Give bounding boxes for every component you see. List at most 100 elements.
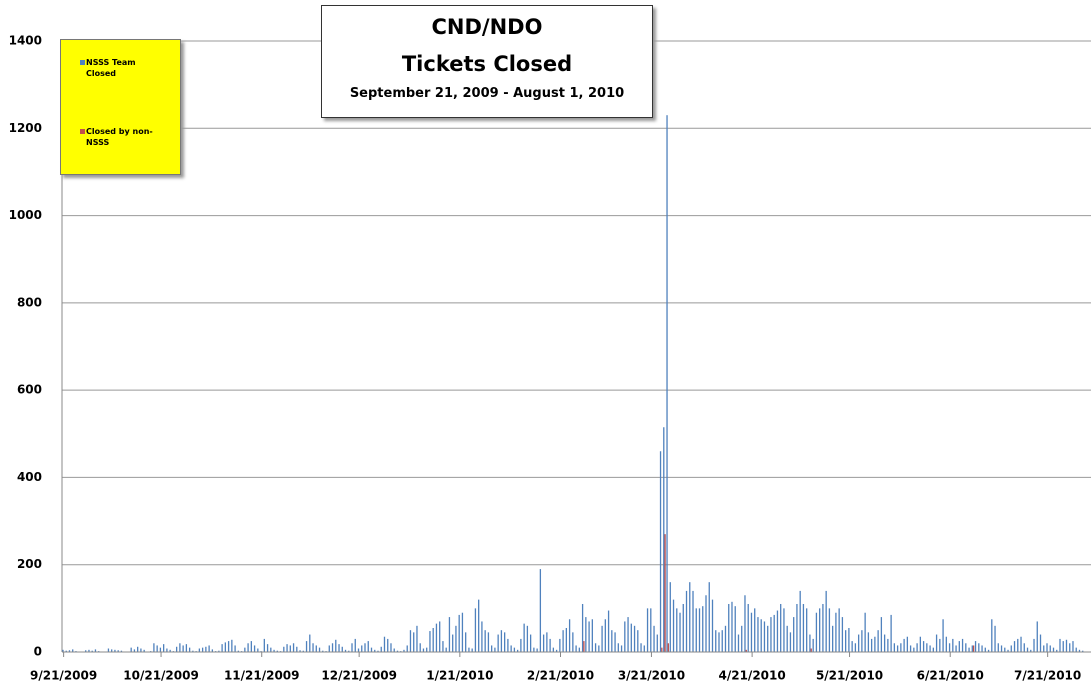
bar	[702, 606, 704, 652]
bar	[1030, 649, 1032, 652]
bar	[864, 612, 866, 652]
bar	[107, 648, 110, 652]
bar	[854, 643, 857, 652]
x-tick-label: 11/21/2009	[224, 669, 300, 683]
bar	[958, 641, 960, 652]
chart-subtitle: September 21, 2009 - August 1, 2010	[349, 86, 625, 101]
bar	[383, 636, 386, 652]
bar	[874, 636, 876, 652]
bar	[607, 610, 610, 652]
bar	[500, 630, 503, 652]
bar	[296, 646, 298, 652]
bar	[728, 603, 730, 652]
bar	[1078, 649, 1081, 652]
bar	[312, 643, 314, 652]
x-tick-label: 10/21/2009	[123, 669, 199, 683]
bar	[289, 645, 291, 652]
bar	[429, 631, 431, 652]
bar	[861, 630, 863, 652]
bar	[348, 650, 350, 652]
bar	[971, 645, 973, 652]
bar	[208, 645, 210, 652]
bar	[494, 647, 496, 652]
bar	[614, 632, 616, 652]
bar	[770, 617, 772, 652]
bar	[510, 645, 512, 652]
y-tick-label: 800	[17, 295, 42, 309]
bar	[409, 630, 412, 652]
bar	[656, 634, 658, 652]
bar	[315, 645, 317, 652]
bar	[1072, 641, 1074, 652]
bar	[666, 115, 668, 652]
bar	[1033, 638, 1035, 652]
bar	[799, 590, 801, 652]
bar	[637, 630, 639, 652]
legend-label: Closed by non-NSSS	[86, 127, 153, 147]
bar	[542, 634, 545, 652]
bar	[578, 647, 580, 652]
bar	[679, 612, 681, 652]
bar	[338, 644, 340, 652]
bar	[835, 612, 837, 652]
bar	[880, 617, 883, 652]
bar	[968, 647, 970, 652]
bar	[516, 649, 519, 652]
title-box: CND/NDO Tickets Closed September 21, 200…	[321, 5, 653, 118]
bar	[143, 649, 145, 652]
bar	[455, 625, 457, 652]
bar	[893, 643, 896, 652]
bar	[1056, 649, 1058, 652]
bar	[1049, 645, 1051, 652]
bar	[539, 569, 542, 652]
bar	[994, 625, 996, 652]
bar	[780, 603, 782, 652]
bar	[487, 632, 490, 652]
bar	[624, 621, 626, 652]
bar	[711, 599, 714, 652]
bar	[507, 638, 509, 652]
bar	[159, 647, 162, 652]
bar	[1010, 645, 1012, 652]
bar	[133, 649, 136, 652]
bar	[806, 608, 808, 652]
bar	[468, 647, 470, 652]
bar	[461, 612, 464, 652]
bar	[760, 619, 762, 652]
bar	[218, 650, 220, 652]
bar	[1075, 647, 1077, 652]
bar	[390, 643, 392, 652]
bar	[435, 623, 438, 652]
bar	[302, 650, 304, 652]
bar	[786, 625, 788, 652]
bar	[793, 617, 795, 652]
legend-swatch	[80, 60, 85, 65]
bar	[583, 641, 585, 652]
bar	[715, 630, 717, 652]
bar	[815, 612, 818, 652]
y-tick-label: 0	[34, 645, 42, 659]
bar	[1017, 638, 1019, 652]
bar	[185, 644, 188, 652]
y-tick-label: 1200	[9, 121, 42, 135]
bar	[377, 650, 379, 652]
bar	[416, 625, 418, 652]
bar	[851, 641, 853, 652]
bar	[432, 627, 434, 652]
bar	[663, 427, 665, 652]
bar	[166, 648, 168, 652]
legend-entry: NSSS Team Closed	[80, 57, 161, 79]
bar	[120, 650, 123, 652]
bar	[773, 614, 775, 652]
bar	[68, 650, 71, 652]
bar	[72, 649, 74, 652]
x-tick-label: 6/21/2010	[917, 669, 984, 683]
bar	[546, 632, 548, 652]
bar	[695, 608, 697, 652]
bar	[1013, 641, 1016, 652]
bar	[351, 643, 353, 652]
x-tick-label: 7/21/2010	[1014, 669, 1081, 683]
bar	[916, 643, 918, 652]
bar	[685, 590, 688, 652]
